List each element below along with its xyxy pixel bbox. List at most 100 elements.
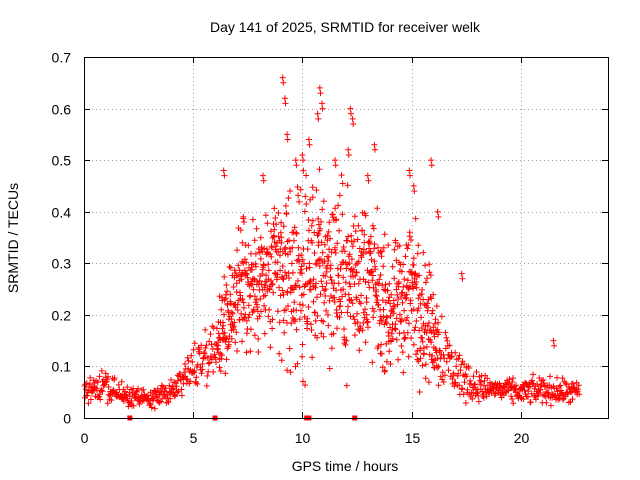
- data-point: [297, 266, 304, 273]
- data-point: [277, 267, 284, 274]
- data-point: [550, 337, 557, 344]
- data-point: [198, 342, 205, 349]
- data-point: [394, 291, 401, 298]
- data-point: [414, 307, 421, 314]
- data-point: [255, 349, 262, 355]
- data-point: [304, 315, 311, 322]
- data-point: [319, 100, 325, 107]
- data-point: [402, 253, 409, 260]
- data-point: [429, 352, 436, 359]
- data-point: [398, 268, 405, 275]
- x-tick-label: 0: [81, 430, 89, 446]
- data-point: [258, 308, 265, 315]
- data-point: [332, 250, 339, 256]
- data-point: [295, 192, 302, 199]
- data-point: [276, 350, 283, 357]
- data-point: [234, 348, 241, 354]
- data-point: [416, 272, 423, 279]
- data-point: [318, 330, 325, 337]
- data-point: [282, 244, 289, 251]
- data-point: [540, 377, 547, 383]
- data-point: [375, 343, 382, 349]
- data-point: [435, 319, 442, 326]
- data-point: [367, 233, 374, 240]
- data-point: [258, 244, 265, 251]
- data-point: [526, 383, 533, 390]
- data-point: [309, 217, 316, 224]
- data-point: [423, 343, 430, 350]
- data-point: [501, 384, 508, 391]
- data-point: [247, 292, 254, 299]
- data-point: [309, 184, 316, 191]
- data-point: [309, 194, 316, 201]
- data-point: [394, 301, 401, 308]
- data-point: [334, 240, 341, 247]
- data-point: [346, 251, 353, 258]
- data-point: [342, 341, 349, 348]
- data-point: [291, 299, 298, 306]
- data-point: [274, 308, 281, 315]
- data-point: [398, 316, 405, 323]
- data-point: [221, 172, 228, 179]
- data-point: [543, 399, 550, 406]
- data-point: [400, 369, 407, 376]
- data-point: [249, 309, 256, 316]
- data-point: [294, 360, 301, 367]
- data-point: [218, 355, 225, 362]
- data-point: [287, 248, 294, 255]
- data-point: [416, 389, 423, 395]
- data-point: [423, 329, 430, 336]
- data-point: [284, 136, 291, 143]
- data-point: [418, 325, 425, 331]
- data-point: [354, 236, 361, 243]
- data-point: [316, 166, 323, 173]
- data-point: [405, 242, 412, 248]
- data-point: [511, 385, 518, 392]
- data-point: [293, 162, 300, 169]
- data-point: [329, 211, 336, 218]
- data-point: [340, 286, 347, 293]
- data-point: [215, 342, 222, 349]
- data-point: [239, 338, 245, 345]
- data-point: [371, 241, 378, 248]
- data-point: [238, 310, 245, 317]
- data-point: [499, 389, 506, 396]
- data-point: [318, 239, 325, 246]
- data-point: [361, 231, 368, 238]
- data-point: [368, 268, 375, 275]
- data-point: [221, 273, 228, 280]
- data-point: [298, 307, 304, 314]
- data-point: [345, 152, 352, 158]
- data-point: [315, 115, 322, 122]
- data-point: [359, 327, 366, 334]
- data-point: [381, 286, 387, 293]
- data-point: [374, 205, 381, 212]
- data-point: [205, 360, 212, 367]
- data-point: [299, 256, 306, 263]
- data-point: [406, 320, 412, 327]
- data-point: [86, 381, 93, 387]
- data-point: [509, 396, 516, 402]
- data-point: [202, 344, 209, 351]
- data-point: [305, 304, 312, 310]
- data-point: [321, 299, 328, 306]
- data-point: [463, 373, 470, 380]
- data-point: [265, 261, 272, 268]
- data-point: [450, 372, 457, 378]
- data-point: [98, 367, 105, 374]
- data-point: [384, 287, 391, 294]
- data-point: [327, 274, 334, 281]
- data-point: [268, 253, 275, 260]
- data-point: [369, 305, 376, 312]
- data-point: [282, 100, 289, 107]
- data-point: [365, 279, 372, 286]
- data-point: [263, 246, 270, 253]
- data-point: [108, 397, 115, 404]
- data-point: [191, 340, 198, 347]
- data-point: [200, 355, 207, 362]
- data-point: [332, 157, 339, 164]
- data-point: [281, 329, 288, 336]
- data-point: [384, 314, 391, 321]
- data-point: [216, 364, 223, 371]
- y-tick-label: 0: [63, 411, 71, 427]
